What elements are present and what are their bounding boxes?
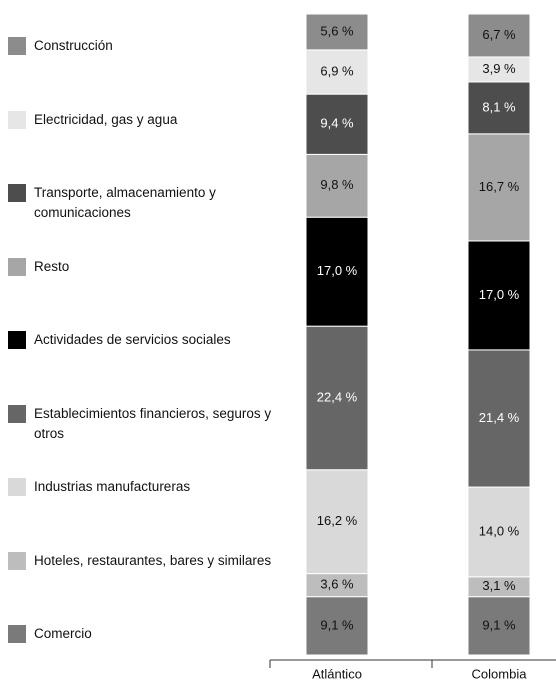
legend-label: Transporte, almacenamiento y comunicacio…: [34, 185, 216, 220]
value-label: 3,6 %: [320, 577, 354, 592]
value-label: 6,7 %: [482, 27, 516, 42]
value-label: 17,0 %: [317, 263, 358, 278]
value-label: 9,8 %: [320, 177, 354, 192]
legend-item: Establecimientos financieros, seguros y …: [8, 404, 284, 444]
legend-swatch: [8, 551, 26, 570]
value-label: 21,4 %: [479, 410, 520, 425]
legend-swatch: [8, 257, 26, 276]
bar-segment: [305, 13, 369, 51]
legend-swatch: [8, 404, 26, 423]
legend-item: Hoteles, restaurantes, bares y similares: [8, 551, 284, 571]
legend-item: Electricidad, gas y agua: [8, 110, 284, 130]
legend-label: Construcción: [34, 38, 113, 53]
bar-segment: [467, 81, 531, 135]
bar-segment: [467, 56, 531, 83]
legend-swatch: [8, 37, 26, 55]
bar-segment: [305, 596, 369, 656]
legend-label: Resto: [34, 258, 70, 274]
legend-swatch: [8, 625, 26, 643]
legend-swatch: [8, 184, 26, 202]
bar-segment: [305, 49, 369, 95]
value-label: 9,1 %: [482, 617, 516, 632]
value-label: 3,1 %: [482, 578, 516, 593]
legend-swatch: [8, 478, 26, 496]
bar-segment: [467, 486, 531, 578]
x-tick-label: Atlántico: [312, 666, 362, 681]
legend-item: Transporte, almacenamiento y comunicacio…: [8, 183, 284, 223]
bar-segment: [467, 596, 531, 656]
legend-swatch: [8, 110, 26, 129]
bar-segment: [467, 133, 531, 242]
value-label: 5,6 %: [320, 23, 354, 38]
bar-segment: [305, 325, 369, 471]
value-label: 9,4 %: [320, 116, 354, 131]
legend-label: Actividades de servicios sociales: [34, 332, 231, 347]
x-tick-label: Colombia: [472, 666, 528, 681]
legend-item: Actividades de servicios sociales: [8, 330, 284, 350]
legend-swatch: [8, 331, 26, 349]
bar-segment: [305, 216, 369, 327]
value-label: 8,1 %: [482, 99, 516, 114]
legend-item: Construcción: [8, 36, 284, 56]
legend-item: Industrias manufactureras: [8, 477, 284, 497]
value-label: 16,2 %: [317, 513, 358, 528]
value-label: 16,7 %: [479, 179, 520, 194]
legend-item: Comercio: [8, 624, 284, 644]
value-label: 14,0 %: [479, 523, 520, 538]
value-label: 6,9 %: [320, 63, 354, 78]
value-label: 17,0 %: [479, 287, 520, 302]
bar-segment: [305, 93, 369, 155]
value-label: 3,9 %: [482, 61, 516, 76]
legend-item: Resto: [8, 257, 284, 277]
bar-segment: [467, 13, 531, 58]
legend-label: Comercio: [34, 626, 92, 641]
legend-label: Establecimientos financieros, seguros y …: [34, 405, 272, 441]
bar-segment: [467, 349, 531, 488]
value-label: 22,4 %: [317, 389, 358, 404]
legend-label: Hoteles, restaurantes, bares y similares: [34, 552, 272, 568]
legend-label: Industrias manufactureras: [34, 479, 191, 494]
bar-segment: [305, 153, 369, 218]
value-label: 9,1 %: [320, 617, 354, 632]
bar-segment: [467, 240, 531, 351]
legend-label: Electricidad, gas y agua: [34, 111, 178, 127]
